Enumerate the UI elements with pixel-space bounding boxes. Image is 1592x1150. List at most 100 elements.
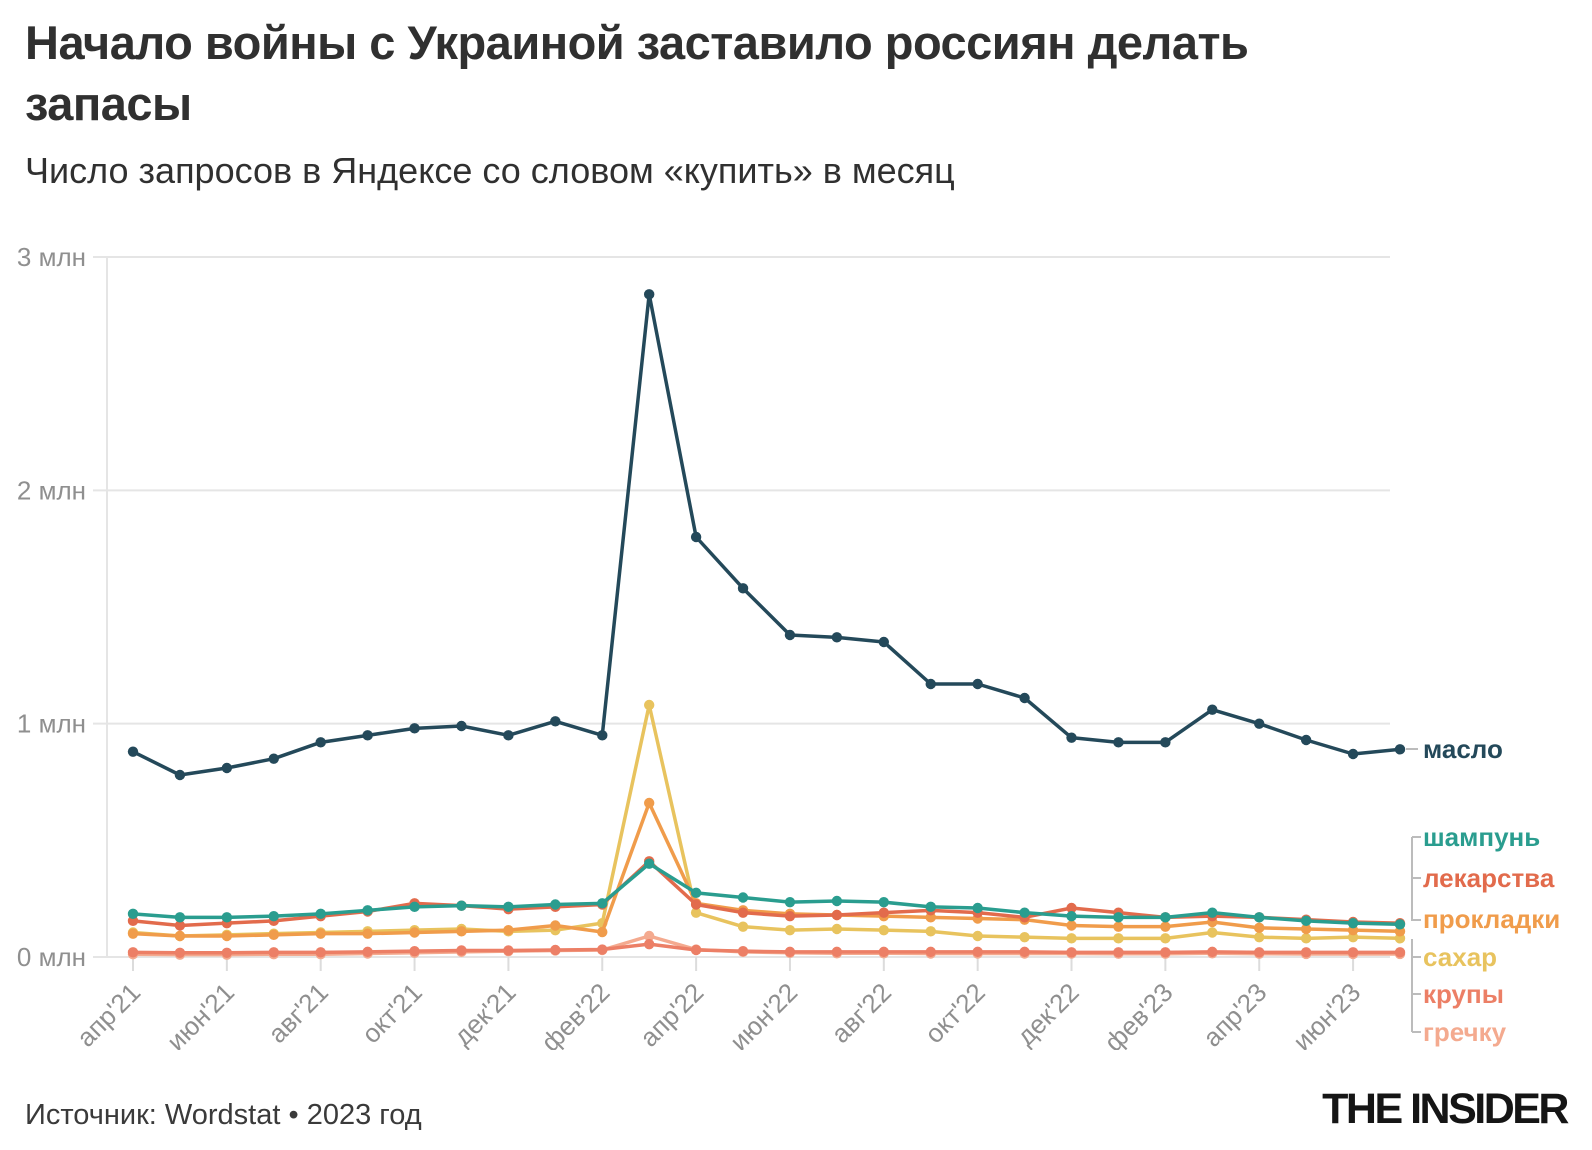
series-krupy-point (550, 944, 561, 956)
series-sahar-point (737, 921, 749, 932)
series-krupy-point (784, 946, 796, 958)
x-axis-tick-label: фев'22 (535, 977, 615, 1050)
series-sahar-point (831, 923, 843, 935)
chart-title: Начало войны с Украиной заставило россия… (25, 12, 1565, 134)
y-axis-tick-label: 0 млн (17, 942, 86, 972)
series-lekarstva-point (690, 899, 702, 910)
series-sahar-point (1066, 933, 1077, 944)
chart-header: Начало войны с Украиной заставило россия… (25, 12, 1565, 193)
x-axis-tick-label: апр'22 (634, 977, 710, 1050)
series-shampun-point (221, 912, 233, 923)
series-krupy-point (831, 946, 843, 958)
series-prokladki-point (643, 797, 655, 809)
x-axis-tick-label: авг'21 (262, 977, 334, 1049)
series-krupy-point (127, 947, 139, 958)
series-krupy-point (925, 946, 936, 958)
series-krupy-points (127, 938, 1406, 959)
series-maslo-point (1066, 732, 1077, 743)
series-krupy-point (268, 947, 279, 958)
legend-label-lekarstva: лекарства (1423, 863, 1555, 893)
chart-title-line2: запасы (25, 77, 192, 130)
series-shampun-point (550, 899, 561, 910)
series-prokladki-point (127, 928, 139, 939)
series-shampun-line (131, 861, 1402, 927)
series-shampun-point (1207, 907, 1218, 918)
series-maslo-point (1207, 704, 1218, 715)
series-maslo-point (1113, 737, 1124, 748)
series-sahar-point (1254, 931, 1265, 943)
x-axis-tick-label: июн'22 (724, 977, 803, 1050)
series-lekarstva-points (127, 856, 1406, 931)
legend-label-krupy: крупы (1423, 979, 1504, 1009)
x-axis-tick-label: июн'21 (161, 977, 240, 1050)
series-maslo-point (127, 746, 139, 757)
chart-subtitle: Число запросов в Яндексе со словом «купи… (25, 150, 955, 191)
series-shampun-point (1347, 917, 1359, 929)
series-krupy-point (1347, 947, 1359, 958)
series-sahar-point (1160, 933, 1171, 944)
series-shampun-point (409, 901, 420, 913)
series-lekarstva-point (737, 907, 749, 918)
series-sahar-point (878, 924, 890, 936)
series-krupy-point (1113, 947, 1124, 958)
series-maslo-point (1254, 718, 1265, 729)
series-sahar-point (690, 907, 702, 918)
series-prokladki-point (597, 926, 608, 938)
series-maslo-point (1300, 734, 1312, 746)
series-maslo-point (690, 531, 702, 543)
series-krupy-point (597, 944, 608, 955)
series-maslo-point (456, 720, 467, 732)
series-maslo-point (1019, 692, 1030, 704)
chart-area: 0 млн 1 млн 2 млн 3 млн апр'21 июн'21 авг'21 ок… (0, 240, 1592, 1050)
series-sahar-point (925, 926, 936, 937)
series-prokladki-point (456, 926, 467, 937)
series-krupy-point (315, 947, 326, 958)
series-maslo-point (737, 583, 749, 594)
series-prokladki-point (362, 928, 373, 939)
series-krupy-point (1394, 947, 1406, 958)
series-prokladki-point (221, 930, 233, 942)
series-shampun-point (597, 898, 608, 909)
series-lekarstva-point (1066, 902, 1077, 914)
y-axis-tick-label: 2 млн (17, 475, 86, 505)
line-chart: 0 млн 1 млн 2 млн 3 млн апр'21 июн'21 авг'21 ок… (17, 242, 1421, 1050)
series-sahar-point (643, 699, 655, 711)
series-sahar-point (1113, 933, 1124, 944)
series-krupy-line (131, 942, 1402, 955)
series-maslo-point (550, 716, 561, 727)
series-shampun-point (268, 910, 279, 922)
series-maslo-point (878, 636, 890, 648)
series-lekarstva-point (784, 910, 796, 922)
series-krupy-point (878, 946, 890, 958)
legend-label-grechku: гречку (1423, 1017, 1507, 1047)
series-shampun-point (1394, 919, 1406, 930)
legend-label-prokladki: прокладки (1423, 904, 1561, 934)
x-axis-tick-label: окт'21 (356, 977, 428, 1049)
series-shampun-point (643, 858, 655, 869)
chart-footer: Источник: Wordstat • 2023 год THE INSIDE… (0, 1086, 1592, 1132)
series-maslo-point (221, 762, 233, 774)
x-axis-tick-label: апр'21 (71, 977, 147, 1050)
series-krupy-point (362, 946, 373, 958)
series-shampun-point (737, 892, 749, 903)
x-axis-tick-label: дек'21 (447, 977, 521, 1050)
series-prokladki-point (174, 930, 186, 942)
series-shampun-point (1019, 907, 1030, 918)
series-maslo-point (174, 769, 186, 781)
series-krupy-point (972, 946, 983, 958)
series-shampun-point (1066, 910, 1077, 922)
series-maslo-point (1347, 748, 1359, 760)
series-maslo-point (925, 678, 936, 690)
legend-label-sahar: сахар (1423, 942, 1498, 972)
series-shampun-point (784, 896, 796, 908)
series-krupy-point (503, 945, 514, 956)
series-shampun-point (690, 887, 702, 899)
y-axis-tick-label: 3 млн (17, 242, 86, 272)
series-shampun-point (503, 901, 514, 913)
series-krupy-point (1160, 947, 1171, 958)
series-sahar-point (972, 930, 983, 942)
series-maslo-point (831, 632, 843, 643)
series-maslo-point (268, 753, 279, 764)
series-krupy-point (690, 944, 702, 956)
